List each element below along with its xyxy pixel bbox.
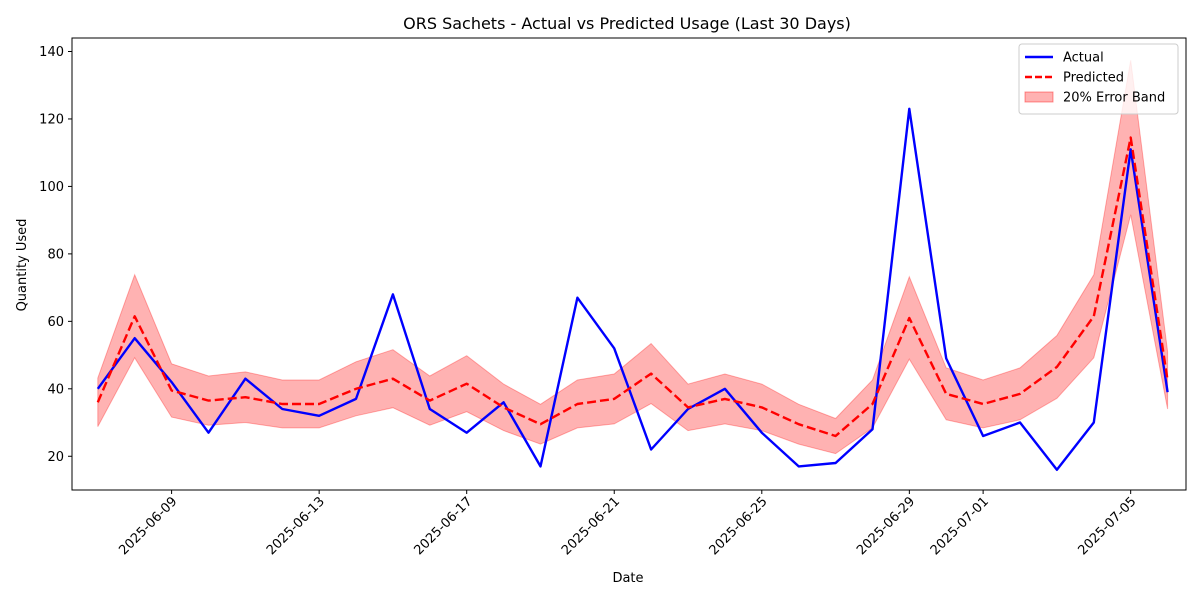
y-tick-label: 20 <box>47 450 64 465</box>
y-tick-label: 120 <box>39 112 64 127</box>
y-tick-label: 100 <box>39 180 64 195</box>
y-tick-label: 60 <box>47 315 64 330</box>
x-tick-label: 2025-06-17 <box>411 494 475 558</box>
legend-label: Predicted <box>1063 71 1124 86</box>
legend-box <box>1018 43 1179 115</box>
legend: Actual Predicted 20% Error Band <box>1018 43 1179 115</box>
error-band-area <box>97 60 1169 455</box>
x-tick-label: 2025-07-01 <box>928 494 992 558</box>
series-line-predicted <box>96 136 1169 438</box>
legend-label: 20% Error Band <box>1063 91 1165 106</box>
x-tick-label: 2025-06-21 <box>559 494 623 558</box>
chart-title: ORS Sachets - Actual vs Predicted Usage … <box>403 14 851 33</box>
plot-frame <box>71 37 1187 491</box>
series-line-actual <box>96 107 1169 471</box>
legend-label: Actual <box>1063 51 1104 66</box>
x-tick-label: 2025-06-29 <box>854 494 918 558</box>
y-tick-label: 40 <box>47 382 64 397</box>
legend-swatch <box>1024 91 1054 103</box>
y-tick-label: 140 <box>39 45 64 60</box>
y-axis-label: Quantity Used <box>15 219 30 312</box>
y-tick-label: 80 <box>47 247 64 262</box>
x-tick-label: 2025-07-05 <box>1075 494 1139 558</box>
x-axis-label: Date <box>612 571 643 586</box>
x-tick-label: 2025-06-13 <box>264 494 328 558</box>
x-tick-label: 2025-06-25 <box>707 494 771 558</box>
x-tick-label: 2025-06-09 <box>116 494 180 558</box>
